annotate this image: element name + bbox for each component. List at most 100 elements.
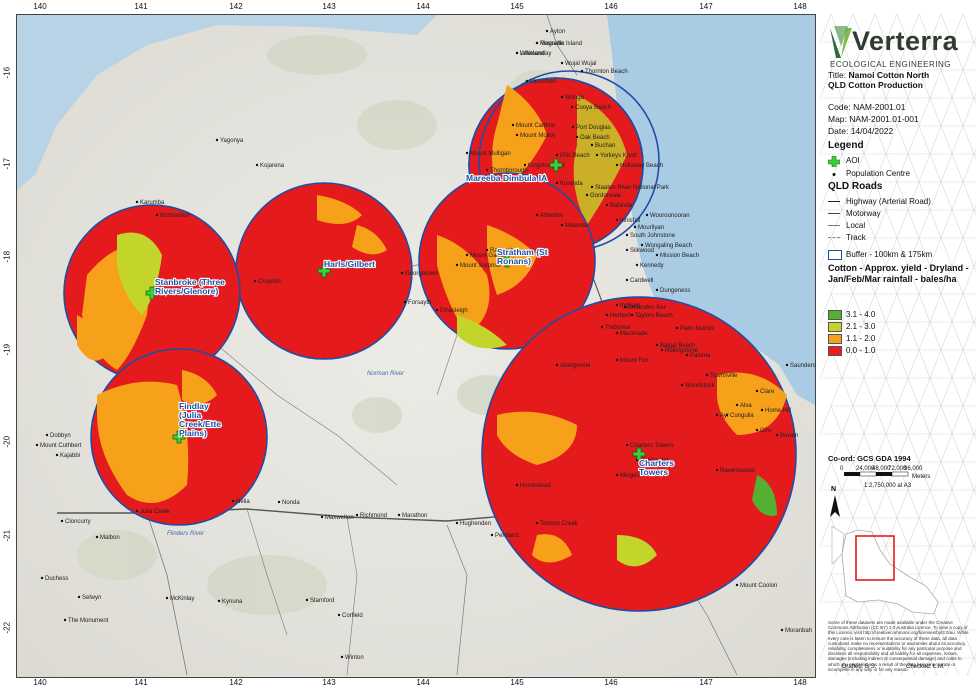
svg-text:Pentland: Pentland <box>495 533 519 539</box>
place-53: Nonda <box>277 500 300 506</box>
svg-text:Silkwood: Silkwood <box>630 248 654 254</box>
place-46: Normanton <box>155 213 190 219</box>
place-89: Yagonya <box>215 138 244 144</box>
road-legend-label: Highway (Arterial Road) <box>846 197 931 206</box>
place-labels: Rossville Lakeland Ayton Wujal Wujal Mossman… <box>35 29 815 661</box>
legend-population-label: Population Centre <box>846 169 911 178</box>
svg-text:Abergowrie: Abergowrie <box>560 363 591 369</box>
road-line-icon <box>828 197 840 206</box>
svg-text:The Monument: The Monument <box>68 618 109 624</box>
svg-text:Cloncurry: Cloncurry <box>65 519 91 525</box>
svg-text:Malanda: Malanda <box>565 223 589 229</box>
population-dot-icon <box>828 169 840 178</box>
place-83: Kynuna <box>217 599 243 605</box>
lat-tick: -22 <box>2 621 12 634</box>
yield-class-label: 2.1 - 3.0 <box>846 322 876 331</box>
aoi-marker-3[interactable]: Stanbroke (Three Rivers/Glenore) <box>145 276 226 300</box>
place-34: Ingham <box>615 303 640 309</box>
place-81: The Monument <box>63 618 109 624</box>
aoi-marker-2[interactable]: Harls/Gilbert <box>317 258 376 278</box>
place-75: Bowen <box>775 433 798 439</box>
place-91: Bellenden Ker <box>623 305 666 311</box>
svg-text:Rossville: Rossville <box>540 41 565 47</box>
aoi-markers[interactable]: Mareeba Dimbula IA Stratham (St Ronans) Har… <box>145 158 675 478</box>
aoi-label: Mareeba Dimbula IA <box>466 173 547 183</box>
place-6: Wonga <box>560 95 585 101</box>
aoi-label: Charters Towers <box>639 458 674 477</box>
disclaimer: Some of these datasets are made availabl… <box>828 620 969 672</box>
svg-text:Yagonya: Yagonya <box>220 138 244 144</box>
svg-text:Forsayth: Forsayth <box>408 300 431 306</box>
place-50: Cloncurry <box>60 519 91 525</box>
place-97: Magnetic Island <box>535 41 582 47</box>
place-12: Mount Mulligan <box>465 151 511 157</box>
code-label: Code: <box>828 102 851 112</box>
lon-tick-top: 140 <box>33 2 47 11</box>
title-label: Title: <box>828 70 847 80</box>
svg-text:Wonga: Wonga <box>565 95 585 101</box>
place-56: Marathon <box>397 513 427 519</box>
lat-tick: -21 <box>2 529 12 542</box>
map-canvas[interactable]: Rossville Lakeland Ayton Wujal Wujal Mossman… <box>17 15 815 677</box>
aoi-marker-1[interactable]: Stratham (St Ronans) <box>496 246 549 268</box>
svg-text:Mossman: Mossman <box>530 79 556 85</box>
code-value: NAM-2001.01 <box>853 102 906 112</box>
place-44: Einasleigh <box>435 308 468 314</box>
place-40: Mount Surprise <box>455 263 501 269</box>
svg-text:Saunders Beach: Saunders Beach <box>790 363 815 369</box>
place-96: Saunders Beach <box>785 363 815 369</box>
yield-class-row: 2.1 - 3.0 <box>828 321 875 332</box>
svg-text:Mount Mulligan: Mount Mulligan <box>470 151 511 157</box>
road-line-icon <box>828 209 840 218</box>
lat-tick: -20 <box>2 435 12 448</box>
lon-tick-top: 145 <box>510 2 524 11</box>
svg-text:Homestead: Homestead <box>520 483 551 489</box>
yield-class-row: 0.0 - 1.0 <box>828 345 875 356</box>
legend-buffer: Buffer - 100km & 175km <box>828 249 932 260</box>
aoi-marker-5[interactable]: Charters Towers <box>632 447 675 478</box>
buffer-swatch-icon <box>828 250 842 260</box>
aoi-marker-4[interactable]: Findlay (Julia Creek/Ette Plains) <box>172 400 222 444</box>
svg-text:Giru: Giru <box>760 428 771 434</box>
place-52: Nelia <box>231 499 250 505</box>
yield-class-label: 3.1 - 4.0 <box>846 310 876 319</box>
svg-text:Millchester: Millchester <box>640 458 669 464</box>
aoi-cross-icon <box>500 254 514 268</box>
place-47: Kajabbi <box>55 453 80 459</box>
svg-text:Wongaling Beach: Wongaling Beach <box>645 243 692 249</box>
svg-text:Moranbah: Moranbah <box>785 628 812 634</box>
place-66: Rollingstone <box>660 348 699 354</box>
road-line-icon <box>828 221 840 230</box>
place-49: Mount Cuthbert <box>35 443 82 449</box>
lon-tick-bottom: 146 <box>604 678 618 687</box>
logo-tagline: ECOLOGICAL ENGINEERING <box>830 60 951 69</box>
svg-text:Richmond: Richmond <box>360 513 387 519</box>
gulf-of-carpentaria <box>17 15 437 190</box>
yield-swatch-icon <box>828 334 842 344</box>
aoi-label: Stratham (St Ronans) <box>497 247 548 266</box>
place-59: Torrens Creek <box>535 521 579 527</box>
place-93: Mount Fox <box>615 358 648 364</box>
lon-tick-top: 148 <box>793 2 807 11</box>
svg-text:Julia Creek: Julia Creek <box>140 509 171 515</box>
place-64: Mingela <box>615 473 642 479</box>
info-map: Map: NAM-2001.01-001 <box>828 114 919 124</box>
lon-tick-top: 143 <box>322 2 336 11</box>
svg-text:Whitsunday: Whitsunday <box>520 51 551 57</box>
svg-text:Rollingstone: Rollingstone <box>665 348 699 354</box>
triangle-pattern <box>820 14 976 676</box>
logo-wordmark: Verterra <box>852 26 959 56</box>
svg-text:Balgal Beach: Balgal Beach <box>660 343 695 349</box>
aoi-marker-0[interactable]: Mareeba Dimbula IA <box>465 158 563 184</box>
yield-class-label: 0.0 - 1.0 <box>846 346 876 355</box>
svg-text:South Johnstone: South Johnstone <box>630 233 676 239</box>
map-frame[interactable]: Rossville Lakeland Ayton Wujal Wujal Mossman… <box>16 14 816 678</box>
lat-tick: -16 <box>2 66 12 79</box>
place-15: Yorkeys Knob <box>595 153 637 159</box>
svg-text:Winton: Winton <box>345 655 364 661</box>
place-10: Oak Beach <box>575 135 610 141</box>
scale-label: 96,000 <box>904 466 923 472</box>
svg-text:Buchan: Buchan <box>595 143 615 149</box>
place-18: Kuranda <box>555 181 583 187</box>
